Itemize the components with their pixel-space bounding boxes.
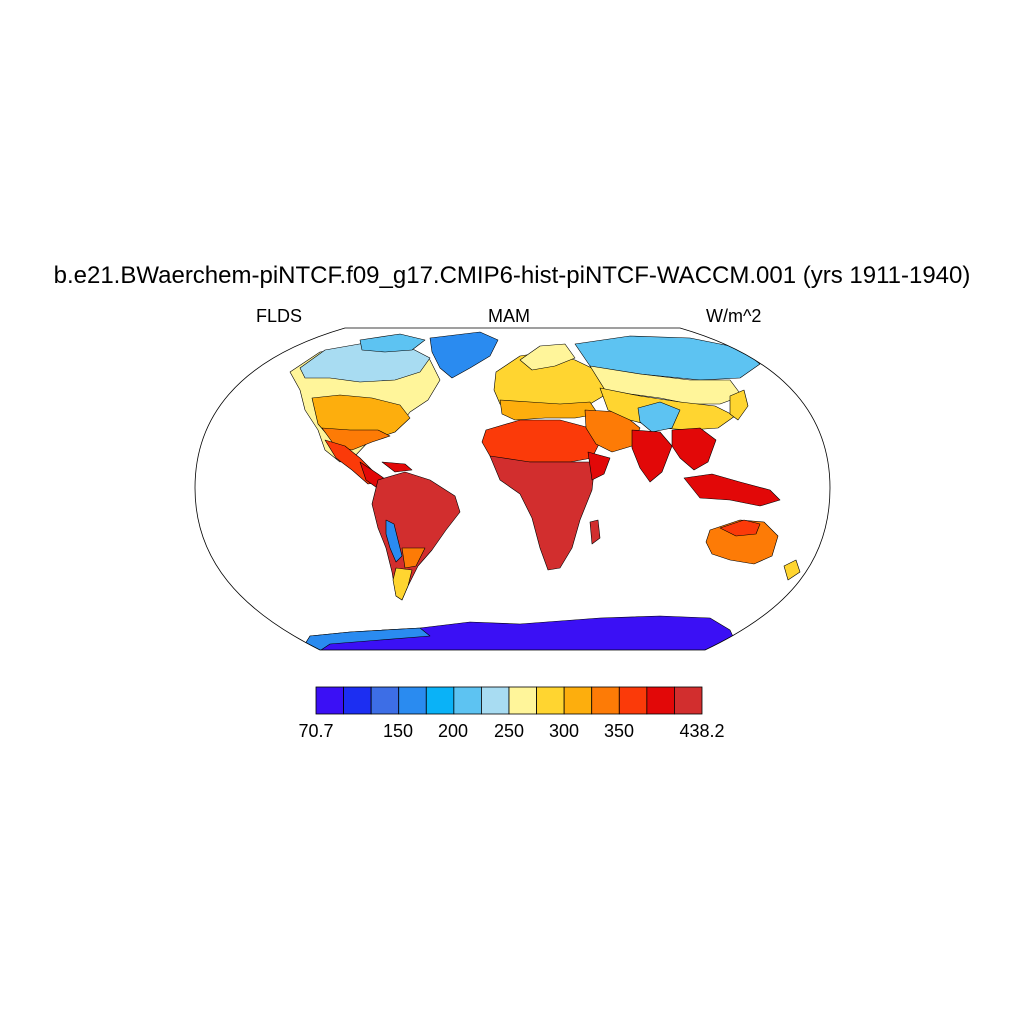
season-label: MAM	[488, 306, 530, 326]
land-caribbean	[381, 461, 413, 473]
land-south-america	[371, 471, 461, 601]
land-se-asia	[671, 427, 717, 471]
land-mediterranean	[499, 399, 599, 421]
colorbar-box	[481, 686, 510, 715]
land-antarctica-edge	[299, 627, 431, 650]
land-canada-north	[299, 342, 431, 383]
colorbar-box	[618, 686, 648, 715]
colorbar-tick-label: 150	[382, 721, 414, 741]
colorbar-box	[591, 686, 620, 715]
colorbar-tick-label: 250	[493, 721, 525, 741]
land-patagonia	[392, 567, 413, 601]
land-japan	[729, 389, 749, 421]
land-scandinavia	[519, 343, 576, 371]
variable-label: FLDS	[256, 306, 303, 326]
land-central-africa	[489, 455, 596, 571]
colorbar-box	[674, 686, 703, 715]
land-australia	[705, 519, 779, 565]
colorbar-tick-label: 300	[548, 721, 580, 741]
land-tibet	[637, 401, 681, 433]
colorbar-max-label: 438.2	[679, 721, 725, 741]
land-s-america-south	[401, 547, 426, 569]
colorbar-box	[315, 686, 344, 715]
colorbar-min-label: 70.7	[298, 721, 334, 741]
colorbar-box	[508, 686, 537, 715]
colorbar-box	[453, 686, 482, 715]
colorbar-box	[646, 686, 675, 715]
colorbar-box	[563, 686, 593, 715]
land-india	[631, 429, 673, 483]
colorbar	[315, 686, 703, 715]
colorbar-box	[425, 686, 455, 715]
units-label: W/m^2	[706, 306, 762, 326]
land-andes	[385, 519, 403, 563]
globe-outline	[194, 327, 831, 651]
land-indonesia	[683, 473, 781, 507]
land-madagascar	[589, 519, 601, 545]
land-north-africa	[481, 419, 601, 463]
colorbar-box	[370, 686, 400, 715]
land-australia-north	[719, 519, 761, 537]
colorbar-box	[398, 686, 427, 715]
colorbar-box	[343, 686, 372, 715]
colorbar-tick-label: 350	[603, 721, 635, 741]
land-greenland	[429, 331, 499, 379]
colorbar-tick-label: 200	[437, 721, 469, 741]
land-horn-africa	[587, 451, 611, 481]
land-new-zealand	[783, 559, 801, 581]
colorbar-box	[536, 686, 565, 715]
land-layer	[289, 331, 801, 650]
land-arctic-islands	[359, 333, 426, 353]
map-title: b.e21.BWaerchem-piNTCF.f09_g17.CMIP6-his…	[53, 262, 971, 289]
